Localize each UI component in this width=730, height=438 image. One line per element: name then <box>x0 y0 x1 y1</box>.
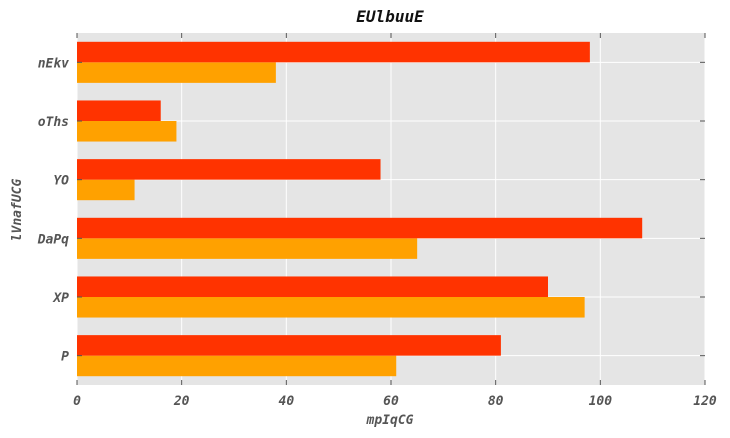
chart-title: EUlbuuE <box>356 7 424 26</box>
bar-series1-p <box>77 355 397 377</box>
y-tick-label: DaPq <box>37 232 69 247</box>
x-tick-label: 20 <box>173 394 190 409</box>
x-tick-label: 100 <box>589 394 613 409</box>
y-tick-label: XP <box>52 291 69 306</box>
x-tick-label: 0 <box>73 394 81 409</box>
bar-series2-yo <box>77 159 381 180</box>
x-tick-label: 40 <box>279 394 295 409</box>
bar-series2-oths <box>77 100 161 121</box>
ticks: 0 20 40 60 80 100 120 P XP DaPq YO oThs nEkv <box>37 33 717 409</box>
bar-series1-dapq <box>77 238 418 259</box>
y-tick-label: nEkv <box>38 56 69 71</box>
y-axis-label: lVnafUCG <box>10 179 25 242</box>
y-tick-label: P <box>61 350 69 365</box>
bars <box>77 41 643 377</box>
bar-series1-xp <box>77 297 585 318</box>
x-axis-label: mpIqCG <box>366 413 414 428</box>
bar-series2-nekv <box>77 41 590 63</box>
bar-series1-oths <box>77 121 177 142</box>
bar-series2-dapq <box>77 217 643 239</box>
bar-series1-nekv <box>77 62 276 83</box>
bar-series2-p <box>77 335 501 356</box>
x-tick-label: 120 <box>693 394 717 409</box>
x-tick-label: 60 <box>383 394 399 409</box>
y-tick-label: YO <box>53 174 69 189</box>
x-tick-label: 80 <box>488 394 504 409</box>
bar-series1-yo <box>77 179 135 201</box>
bar-series2-xp <box>77 276 548 297</box>
y-tick-label: oThs <box>38 115 69 130</box>
